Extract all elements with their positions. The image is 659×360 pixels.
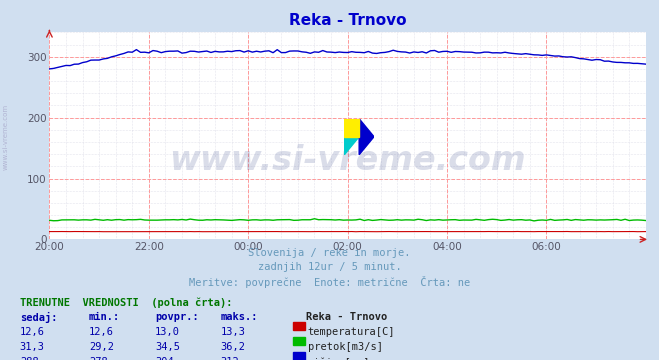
Polygon shape bbox=[344, 119, 359, 137]
Text: 312: 312 bbox=[221, 357, 239, 360]
Polygon shape bbox=[359, 119, 374, 137]
Text: 13,0: 13,0 bbox=[155, 327, 180, 337]
Text: temperatura[C]: temperatura[C] bbox=[308, 327, 395, 337]
Polygon shape bbox=[344, 137, 359, 155]
Text: 12,6: 12,6 bbox=[20, 327, 45, 337]
Text: Slovenija / reke in morje.: Slovenija / reke in morje. bbox=[248, 248, 411, 258]
Text: 29,2: 29,2 bbox=[89, 342, 114, 352]
Polygon shape bbox=[344, 119, 359, 137]
Text: višina[cm]: višina[cm] bbox=[308, 357, 370, 360]
Text: 278: 278 bbox=[89, 357, 107, 360]
Text: Reka - Trnovo: Reka - Trnovo bbox=[306, 312, 387, 322]
Text: Meritve: povprečne  Enote: metrične  Črta: ne: Meritve: povprečne Enote: metrične Črta:… bbox=[189, 276, 470, 288]
Text: sedaj:: sedaj: bbox=[20, 312, 57, 323]
Text: www.si-vreme.com: www.si-vreme.com bbox=[169, 144, 526, 177]
Text: www.si-vreme.com: www.si-vreme.com bbox=[3, 104, 9, 170]
Text: 12,6: 12,6 bbox=[89, 327, 114, 337]
Text: zadnjih 12ur / 5 minut.: zadnjih 12ur / 5 minut. bbox=[258, 262, 401, 272]
Text: min.:: min.: bbox=[89, 312, 120, 322]
Polygon shape bbox=[359, 137, 374, 155]
Text: pretok[m3/s]: pretok[m3/s] bbox=[308, 342, 383, 352]
Text: maks.:: maks.: bbox=[221, 312, 258, 322]
Text: 13,3: 13,3 bbox=[221, 327, 246, 337]
Text: TRENUTNE  VREDNOSTI  (polna črta):: TRENUTNE VREDNOSTI (polna črta): bbox=[20, 297, 232, 307]
Title: Reka - Trnovo: Reka - Trnovo bbox=[289, 13, 407, 28]
Text: 31,3: 31,3 bbox=[20, 342, 45, 352]
Text: 34,5: 34,5 bbox=[155, 342, 180, 352]
Text: povpr.:: povpr.: bbox=[155, 312, 198, 322]
Text: 288: 288 bbox=[20, 357, 38, 360]
Text: 36,2: 36,2 bbox=[221, 342, 246, 352]
Text: 304: 304 bbox=[155, 357, 173, 360]
Polygon shape bbox=[344, 119, 359, 137]
